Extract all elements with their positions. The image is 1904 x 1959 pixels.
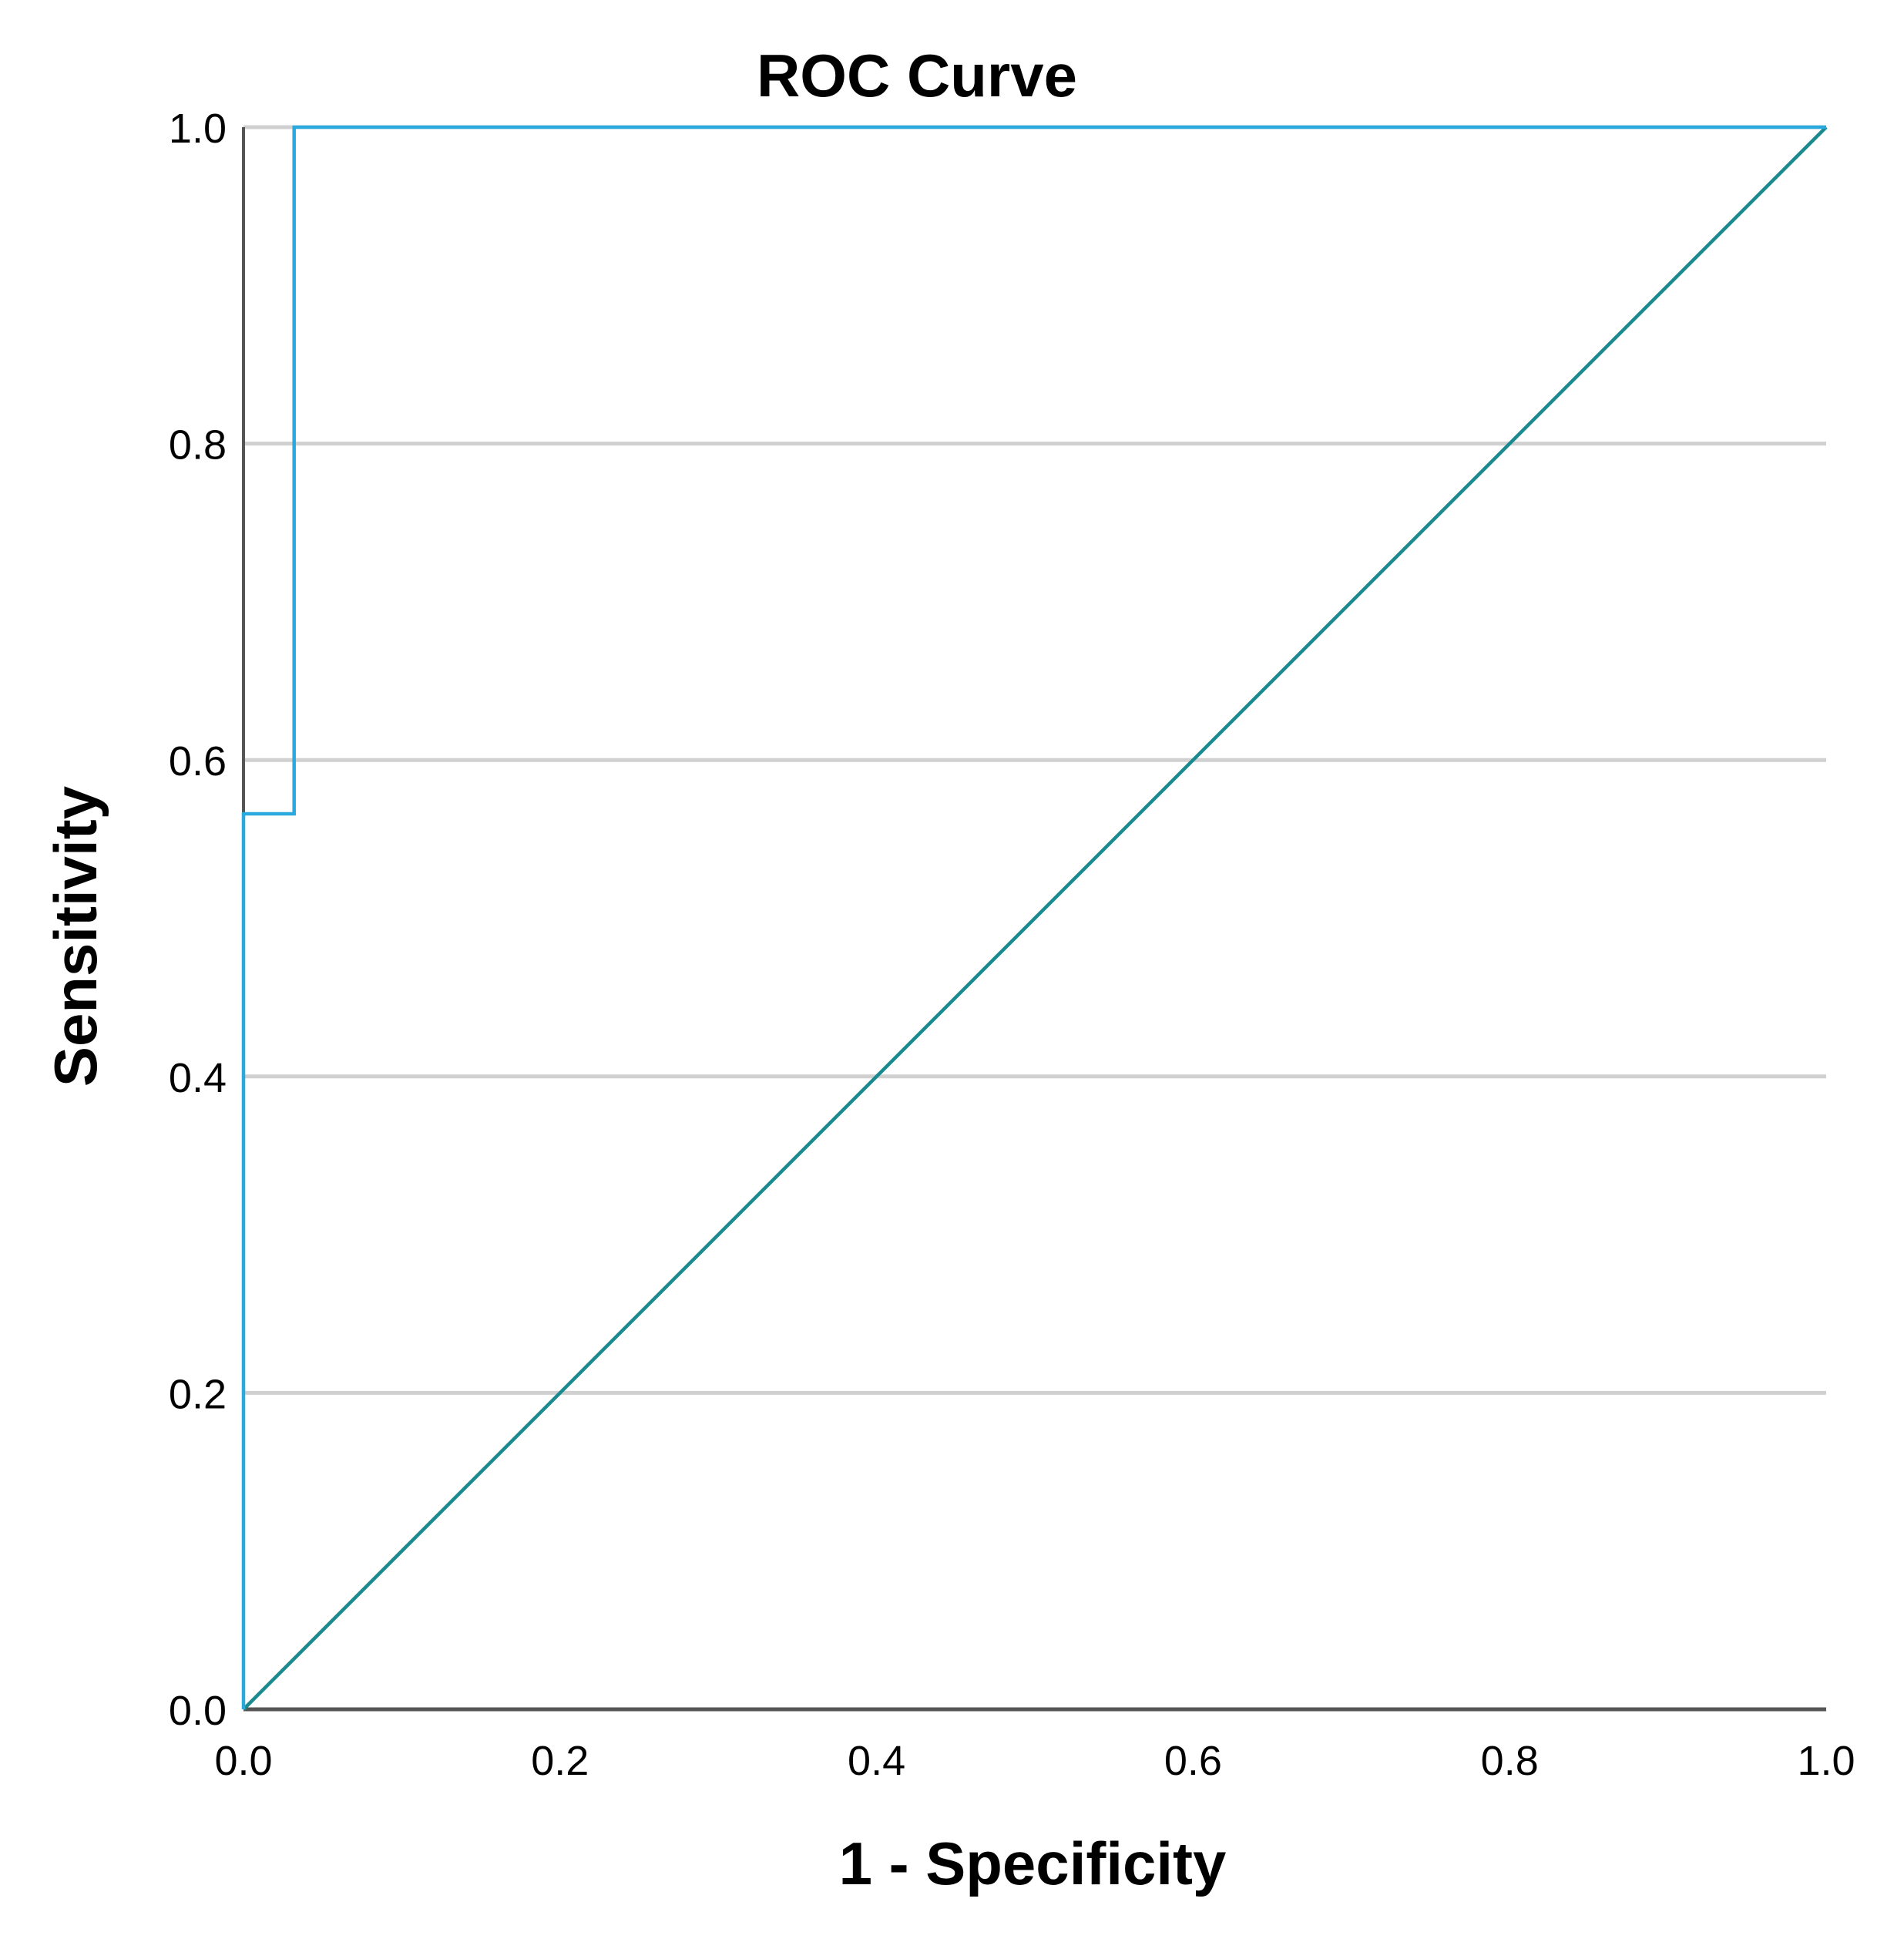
y-tick-label-4: 0.8	[169, 422, 227, 469]
gridlines	[243, 125, 1826, 1395]
series-lines	[241, 125, 1828, 1711]
y-tick-label-2: 0.4	[169, 1055, 227, 1101]
series-line-1	[242, 126, 1828, 1711]
x-tick-label-0: 0.0	[214, 1738, 272, 1784]
x-tick-label-5: 1.0	[1797, 1738, 1855, 1784]
y-axis-label: Sensitivity	[42, 786, 109, 1087]
y-tick-label-5: 1.0	[169, 106, 227, 152]
y-tick-label-1: 0.2	[169, 1371, 227, 1417]
x-tick-label-4: 0.8	[1481, 1738, 1539, 1784]
x-tick-label-3: 0.6	[1164, 1738, 1222, 1784]
x-tick-label-2: 0.4	[848, 1738, 905, 1784]
x-tick-label-1: 0.2	[531, 1738, 589, 1784]
x-tick-labels: 0.0 0.2 0.4 0.6 0.8 1.0	[214, 1738, 1855, 1784]
chart-title: ROC Curve	[757, 42, 1077, 109]
x-axis-label: 1 - Specificity	[839, 1830, 1227, 1897]
y-tick-labels: 0.0 0.2 0.4 0.6 0.8 1.0	[169, 106, 227, 1734]
y-tick-label-0: 0.0	[169, 1688, 227, 1734]
series-line-0	[241, 125, 1826, 1709]
y-tick-label-3: 0.6	[169, 738, 227, 785]
